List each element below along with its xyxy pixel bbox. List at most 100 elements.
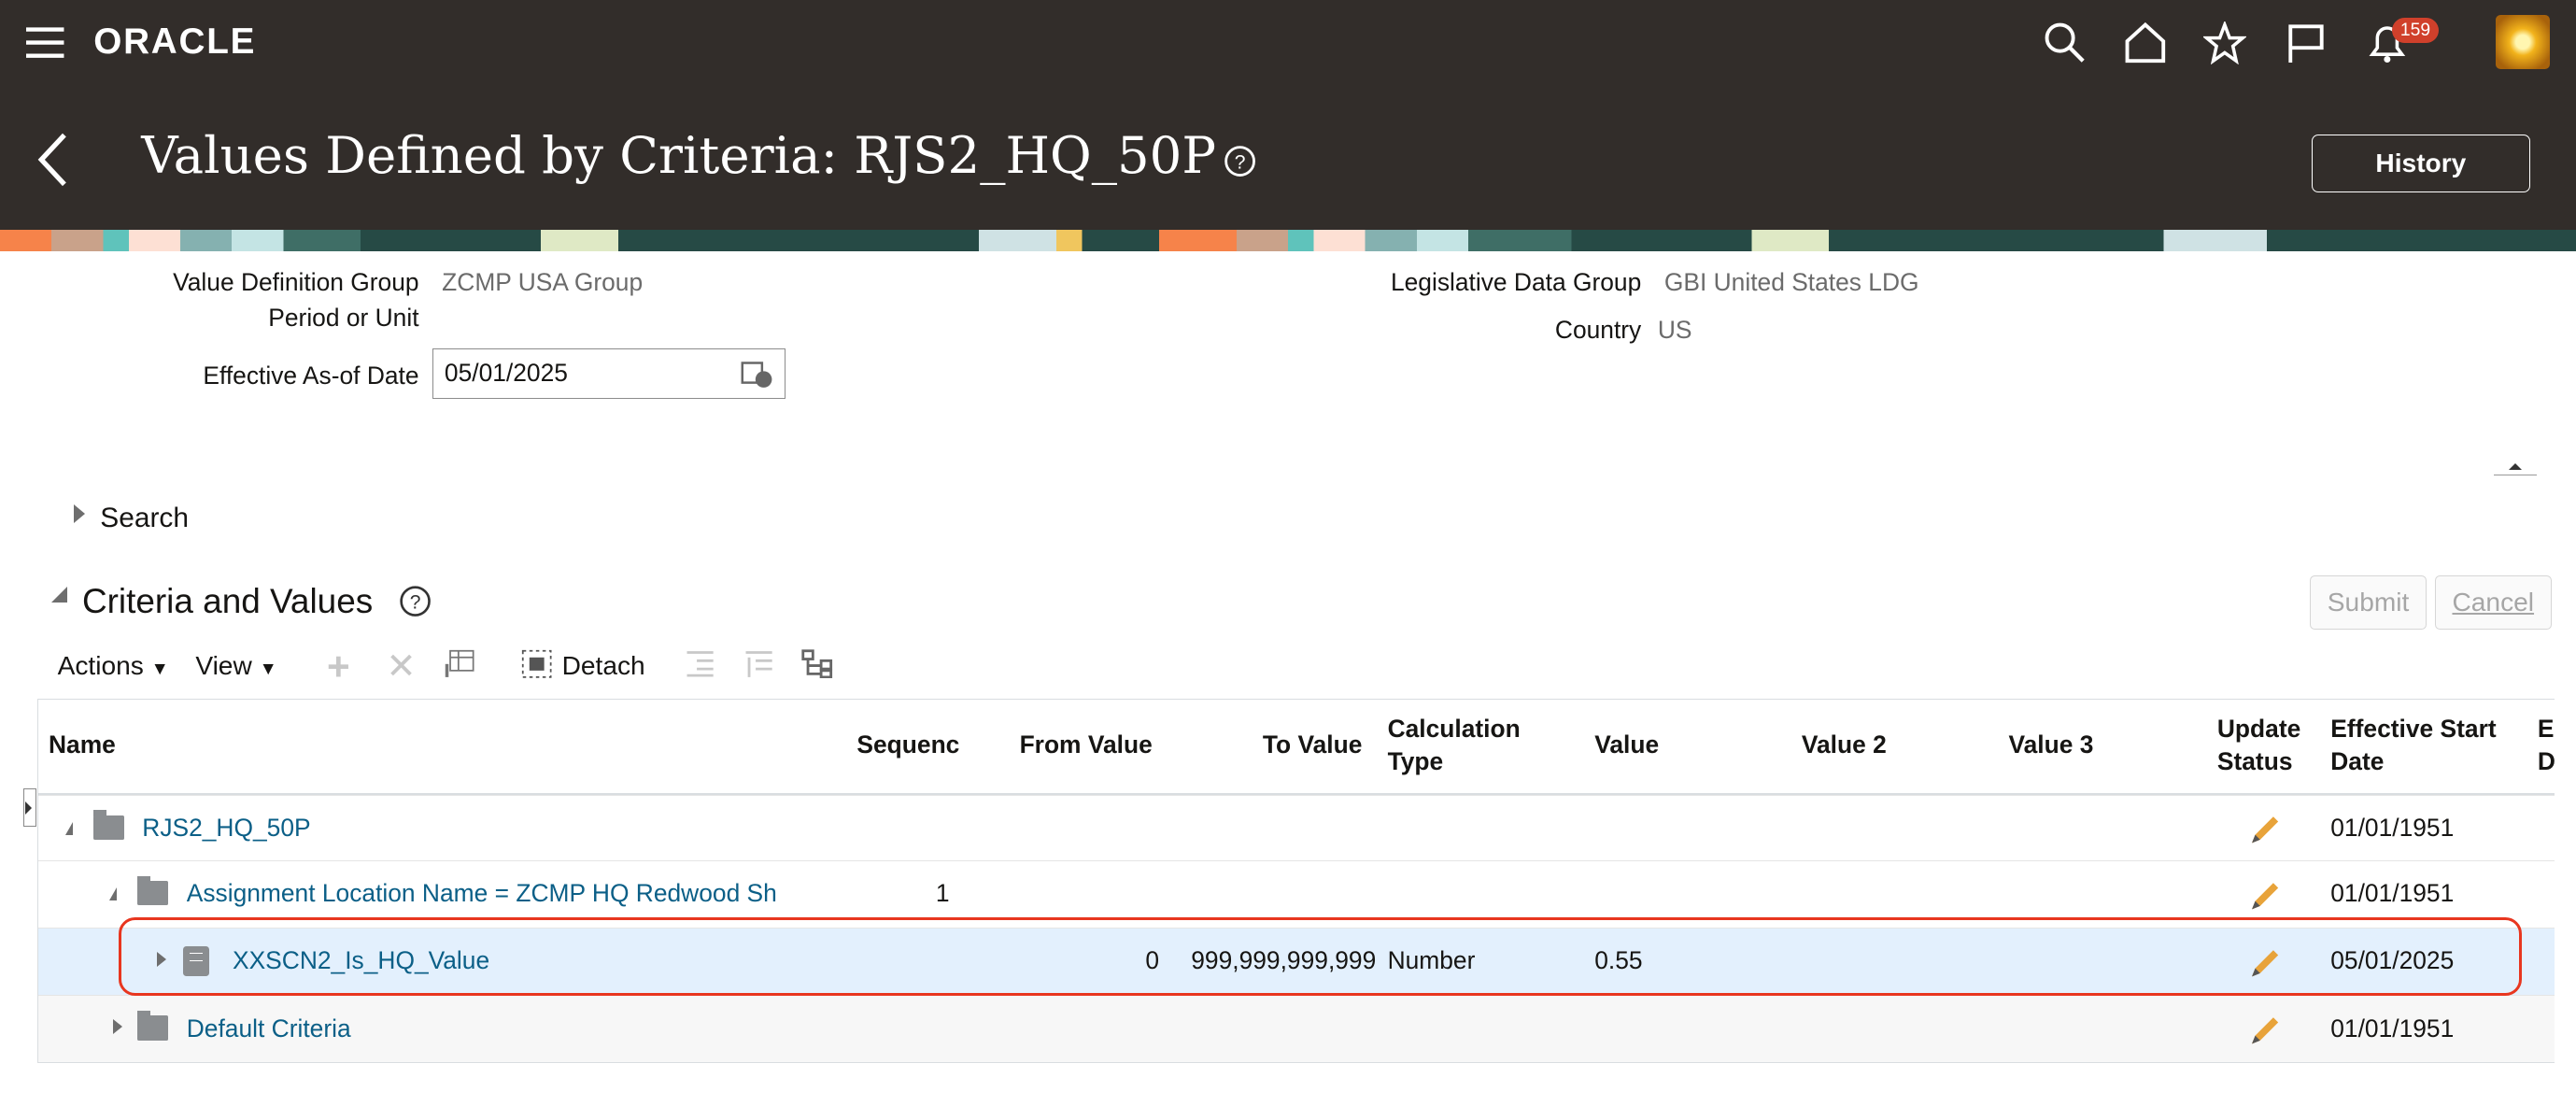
table-row-selected[interactable]: XXSCN2_Is_HQ_Value 0 999,999,999,999 Num…	[38, 928, 2555, 996]
oracle-logo[interactable]: ORACLE	[93, 21, 257, 62]
avatar[interactable]	[2495, 14, 2550, 69]
header-line: Update	[2216, 714, 2301, 743]
folder-icon	[136, 1010, 169, 1041]
decorative-banner	[0, 230, 2576, 252]
help-icon[interactable]: ?	[399, 585, 432, 617]
collapse-icon[interactable]	[64, 821, 73, 835]
notification-badge: 159	[2392, 18, 2439, 43]
effective-start-date: 01/01/1951	[2330, 1014, 2455, 1042]
header-line: E	[2537, 714, 2555, 743]
folder-icon	[92, 810, 124, 841]
country-value: US	[1657, 315, 1692, 344]
detach-icon[interactable]	[521, 649, 554, 679]
country-label: Country	[1554, 315, 1642, 344]
section-title: Criteria and Values	[81, 581, 374, 620]
svg-text:?: ?	[1235, 151, 1246, 173]
column-header-update-status[interactable]: Update Status	[2217, 713, 2300, 778]
column-header-name[interactable]: Name	[49, 730, 116, 759]
table-row[interactable]: Assignment Location Name = ZCMP HQ Redwo…	[38, 859, 2555, 928]
pencil-icon[interactable]	[2245, 945, 2282, 982]
back-icon[interactable]	[36, 132, 69, 188]
search-icon[interactable]	[2044, 21, 2087, 64]
detach-button[interactable]: Detach	[561, 650, 645, 680]
value: 0.55	[1594, 946, 1643, 975]
effective-date-input[interactable]: 05/01/2025	[432, 347, 786, 400]
header-line: Type	[1387, 746, 1444, 775]
actions-menu[interactable]: Actions ▼	[58, 651, 169, 681]
sequence-value: 1	[935, 879, 950, 908]
value-definition-group-label: Value Definition Group	[173, 267, 419, 296]
pencil-icon[interactable]	[2245, 878, 2282, 915]
header-line: D	[2537, 746, 2555, 775]
collapse-pane-button[interactable]	[2494, 461, 2537, 476]
calendar-icon[interactable]	[741, 360, 773, 390]
header-line: Status	[2216, 746, 2293, 775]
star-icon[interactable]	[2202, 21, 2246, 64]
table-row[interactable]: RJS2_HQ_50P 01/01/1951	[38, 794, 2555, 862]
highlight-annotation	[118, 916, 2523, 996]
folder-icon	[136, 875, 169, 906]
page-title: Values Defined by Criteria: RJS2_HQ_50P	[141, 124, 1217, 185]
pencil-icon[interactable]	[2245, 812, 2282, 848]
expand-search-icon[interactable]	[74, 504, 85, 523]
column-header-value[interactable]: Value	[1594, 730, 1660, 759]
splitter-handle[interactable]	[22, 788, 36, 827]
column-header-value-3[interactable]: Value 3	[2008, 730, 2094, 759]
to-value: 999,999,999,999	[1191, 946, 1377, 975]
column-header-from-value[interactable]: From Value	[1019, 730, 1153, 759]
home-icon[interactable]	[2124, 21, 2167, 64]
period-or-unit-label: Period or Unit	[268, 304, 419, 333]
effective-start-date: 01/01/1951	[2330, 879, 2455, 908]
row-name-link[interactable]: Assignment Location Name = ZCMP HQ Redwo…	[186, 879, 777, 908]
column-header-to-value[interactable]: To Value	[1262, 730, 1363, 759]
document-icon	[183, 946, 210, 977]
indent-icon[interactable]	[684, 649, 716, 679]
delete-icon[interactable]: ✕	[386, 646, 417, 688]
from-value: 0	[1145, 946, 1160, 975]
flag-icon[interactable]	[2286, 21, 2328, 64]
outdent-icon[interactable]	[743, 649, 775, 679]
menu-icon[interactable]	[26, 26, 64, 59]
history-button[interactable]: History	[2311, 135, 2530, 192]
expand-icon[interactable]	[157, 951, 166, 967]
hierarchy-icon[interactable]	[801, 649, 834, 679]
calculation-type: Number	[1387, 946, 1476, 975]
cancel-button[interactable]: Cancel	[2434, 574, 2552, 630]
header-line: Calculation	[1387, 714, 1521, 743]
header-line: Effective Start	[2330, 714, 2497, 743]
top-bar	[0, 0, 2576, 231]
effective-date-label: Effective As-of Date	[203, 361, 419, 390]
row-name-link[interactable]: RJS2_HQ_50P	[142, 813, 311, 842]
column-header-sequence[interactable]: Sequenc	[856, 730, 960, 759]
header-line: Date	[2330, 746, 2385, 775]
collapse-criteria-icon[interactable]	[50, 587, 67, 603]
view-label: View	[195, 650, 252, 680]
submit-button[interactable]: Submit	[2310, 574, 2427, 630]
view-menu[interactable]: View ▼	[195, 651, 276, 681]
dropdown-icon: ▼	[259, 658, 277, 679]
column-header-calculation-type[interactable]: Calculation Type	[1388, 713, 1521, 778]
help-icon[interactable]: ?	[1224, 145, 1256, 177]
column-header-value-2[interactable]: Value 2	[1801, 730, 1887, 759]
search-section-toggle[interactable]: Search	[100, 503, 190, 534]
ldg-value: GBI United States LDG	[1663, 267, 1919, 296]
row-name-link[interactable]: XXSCN2_Is_HQ_Value	[233, 946, 490, 975]
actions-label: Actions	[57, 650, 144, 680]
header-divider	[38, 792, 2555, 796]
effective-date-value: 05/01/2025	[444, 359, 568, 388]
effective-start-date: 05/01/2025	[2330, 946, 2455, 975]
add-icon[interactable]: +	[327, 644, 350, 688]
row-name-link[interactable]: Default Criteria	[186, 1014, 351, 1042]
svg-text:?: ?	[410, 592, 421, 614]
effective-start-date: 01/01/1951	[2330, 813, 2455, 842]
collapse-icon[interactable]	[109, 887, 118, 901]
pencil-icon[interactable]	[2245, 1013, 2282, 1049]
column-header-effective-start-date[interactable]: Effective Start Date	[2330, 713, 2496, 778]
ldg-label: Legislative Data Group	[1390, 267, 1642, 296]
freeze-icon[interactable]	[444, 649, 476, 679]
table-row[interactable]: Default Criteria 01/01/1951	[38, 995, 2555, 1063]
expand-icon[interactable]	[112, 1018, 122, 1034]
dropdown-icon: ▼	[150, 658, 169, 679]
criteria-table: Name Sequenc From Value To Value Calcula…	[37, 698, 2555, 1064]
